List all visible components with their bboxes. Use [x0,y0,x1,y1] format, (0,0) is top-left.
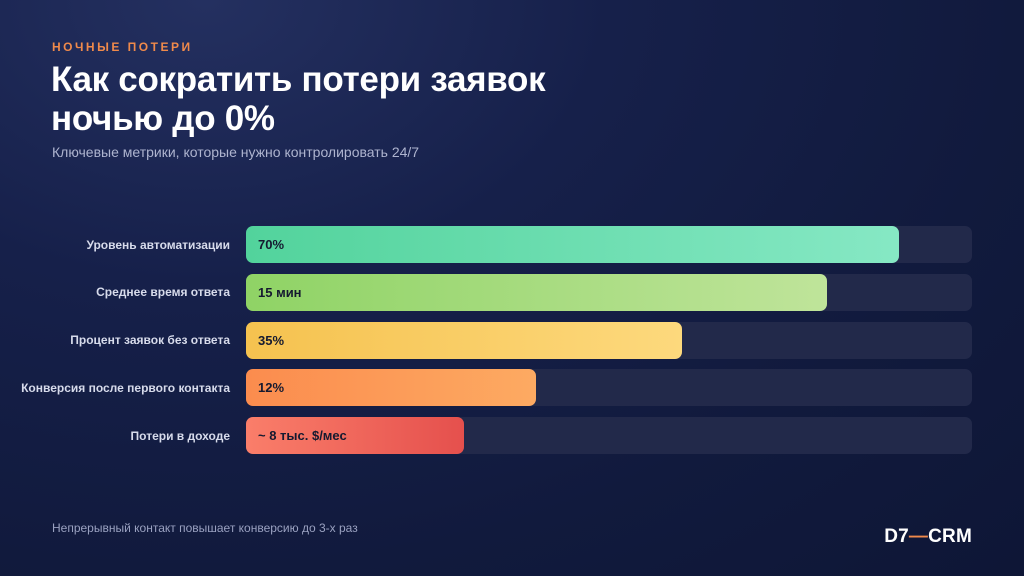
bar-value-1: 70% [258,237,285,252]
bar-label-1: Уровень автоматизации [86,237,230,252]
brand-logo: D7—CRM [884,526,972,548]
bar-value-5: ~ 8 тыс. $/мес [258,428,347,443]
bar-value-2: 15 мин [258,284,302,300]
bar-fill-5 [246,417,464,454]
footnote: Непрерывный контакт повышает конверсию д… [52,521,358,535]
brand-left: D7 [884,526,909,547]
bar-label-3: Процент заявок без ответа [70,333,230,347]
page-title: Как сократить потери заявок ночью до 0% [51,60,546,138]
brand-dash: — [908,526,929,547]
bar-fill-4 [246,369,537,407]
eyebrow-label: НОЧНЫЕ ПОТЕРИ [52,40,193,54]
bar-value-4: 12% [258,380,285,396]
bar-label-4: Конверсия после первого контакта [21,380,230,395]
bar-label-5: Потери в доходе [130,428,230,443]
bar-fill-2 [246,273,827,311]
bar-fill-3 [246,321,682,359]
brand-right: CRM [928,526,972,547]
bar-fill-1 [246,226,900,263]
page-subtitle: Ключевые метрики, которые нужно контроли… [52,144,420,160]
bar-value-3: 35% [258,332,285,348]
bar-label-2: Среднее время ответа [96,285,230,300]
